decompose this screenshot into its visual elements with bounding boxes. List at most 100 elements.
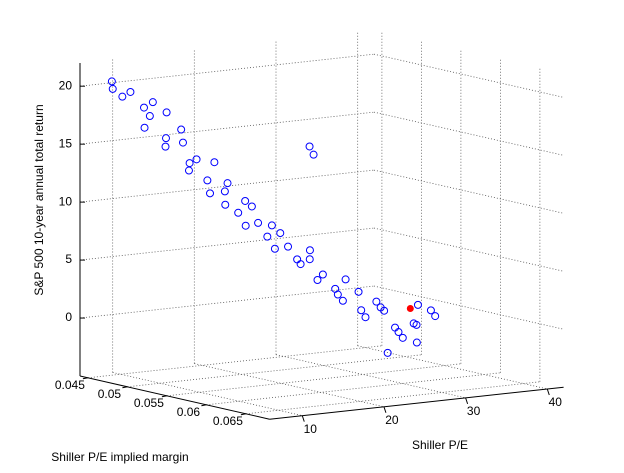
x-tick <box>301 415 305 422</box>
data-point <box>305 246 314 255</box>
x-tick-label: 20 <box>385 413 399 427</box>
y-tick-label: 0.06 <box>177 405 201 419</box>
data-point <box>296 260 305 269</box>
data-point <box>140 123 149 132</box>
grid-line <box>373 53 564 98</box>
grid-line <box>79 227 375 261</box>
y-tick <box>161 395 167 398</box>
grid-line <box>194 363 385 408</box>
data-point <box>380 306 389 315</box>
grid-line <box>373 227 564 272</box>
grid-line <box>79 169 375 203</box>
grid-line <box>79 111 375 145</box>
data-point <box>267 221 276 230</box>
data-point <box>140 103 148 112</box>
data-point <box>305 142 314 151</box>
y-axis-label: Shiller P/E implied margin <box>51 450 188 464</box>
grid-line <box>357 345 548 390</box>
x-axis-label: Shiller P/E <box>412 438 468 452</box>
data-point <box>309 150 318 159</box>
data-point <box>192 155 201 164</box>
data-point <box>284 242 293 251</box>
grid-line <box>87 345 382 379</box>
y-tick <box>122 386 128 389</box>
data-point <box>107 77 116 86</box>
data-point <box>118 92 127 101</box>
data-point <box>313 275 322 284</box>
data-point <box>206 189 215 198</box>
z-tick-label: 15 <box>59 136 73 150</box>
x-tick-label: 10 <box>304 422 318 436</box>
z-tick-label: 10 <box>59 194 73 208</box>
data-point <box>270 244 279 253</box>
data-point <box>406 304 414 312</box>
y-tick-label: 0.045 <box>55 378 85 392</box>
y-axis <box>79 375 270 420</box>
z-tick-label: 0 <box>65 310 72 324</box>
data-point <box>203 176 212 185</box>
grid-line <box>112 372 303 417</box>
data-point <box>161 134 170 143</box>
data-point <box>412 338 421 347</box>
data-point <box>221 200 230 209</box>
data-point <box>413 300 422 309</box>
data-point <box>276 229 285 238</box>
y-tick-label: 0.05 <box>98 387 122 401</box>
data-point <box>431 312 440 321</box>
data-point <box>333 290 342 299</box>
data-point <box>241 221 250 230</box>
grid-line <box>245 381 540 415</box>
y-tick-label: 0.055 <box>134 396 164 410</box>
x-tick <box>546 388 550 396</box>
data-point <box>383 348 392 357</box>
grid-line <box>206 372 501 406</box>
z-tick-label: 20 <box>59 78 73 92</box>
data-point <box>223 179 232 188</box>
data-point <box>161 142 170 151</box>
data-point <box>162 108 171 117</box>
grid-line <box>79 285 375 319</box>
data-point <box>234 208 243 217</box>
data-point <box>148 98 157 107</box>
data-point <box>184 166 193 175</box>
data-point <box>177 125 186 134</box>
data-point <box>178 138 187 147</box>
data-point <box>263 232 272 241</box>
data-point <box>241 196 250 205</box>
grid-line <box>275 354 466 399</box>
data-point <box>341 275 350 284</box>
y-tick-label: 0.065 <box>213 414 243 428</box>
data-point <box>357 306 366 315</box>
data-point <box>108 84 117 93</box>
data-point <box>338 296 347 305</box>
data-point <box>254 218 263 227</box>
y-tick <box>240 413 246 416</box>
data-point <box>372 297 381 306</box>
x-axis <box>269 386 564 420</box>
x-tick-label: 30 <box>467 404 481 418</box>
data-point <box>318 270 327 279</box>
data-point <box>394 328 403 337</box>
grid-line <box>127 354 422 388</box>
z-tick-label: 5 <box>65 252 72 266</box>
z-axis-label: S&P 500 10-year annual total return <box>32 104 46 295</box>
data-point <box>412 320 421 329</box>
data-point <box>354 287 363 296</box>
data-point <box>210 158 219 167</box>
data-point <box>305 255 314 264</box>
data-point <box>185 159 194 168</box>
data-point <box>126 87 135 96</box>
x-tick <box>383 406 387 413</box>
grid-line <box>373 111 564 156</box>
data-point <box>361 313 370 322</box>
grid-line <box>79 53 375 87</box>
data-point <box>247 202 256 211</box>
x-tick-label: 40 <box>549 395 563 409</box>
data-point <box>145 112 154 121</box>
data-point <box>398 333 407 342</box>
grid-line <box>166 363 461 397</box>
x-tick <box>465 397 469 405</box>
grid-line <box>373 285 564 330</box>
